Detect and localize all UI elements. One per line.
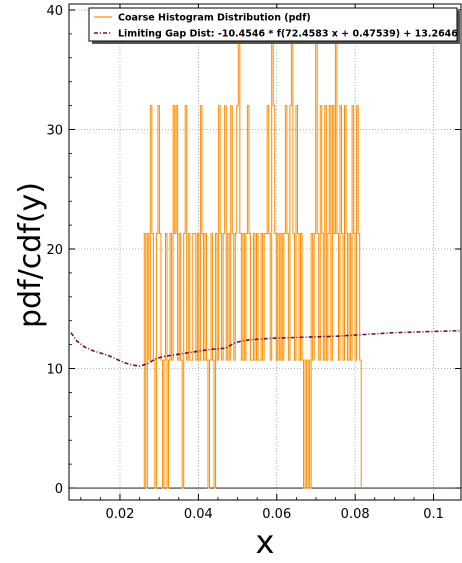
x-tick-label: 0.02: [105, 507, 134, 522]
legend: Coarse Histogram Distribution (pdf) Limi…: [88, 7, 460, 44]
y-axis-title: pdf/cdf(y): [13, 182, 48, 328]
x-tick-label: 0.06: [262, 507, 291, 522]
y-tick-label: 20: [46, 243, 63, 258]
legend-label-histogram: Coarse Histogram Distribution (pdf): [118, 13, 311, 24]
x-tick-label: 0.1: [423, 507, 444, 522]
legend-box: [88, 7, 458, 42]
plot-frame: [68, 3, 462, 501]
legend-label-limiting: Limiting Gap Dist: -10.4546 * f(72.4583 …: [118, 29, 458, 40]
histogram-series: [143, 9, 362, 489]
tick-labels: 0.02 0.04 0.06 0.08 0.1 0 10 20 30 40: [46, 4, 443, 522]
y-tick-label: 10: [46, 363, 63, 378]
x-tick-label: 0.08: [341, 507, 370, 522]
grid-lines: [69, 4, 461, 500]
series-layer: [69, 9, 461, 489]
tick-marks: [69, 4, 461, 500]
y-tick-label: 30: [46, 123, 63, 138]
x-tick-label: 0.04: [184, 507, 213, 522]
limiting-distribution-series: [70, 330, 461, 367]
y-tick-label: 40: [46, 4, 63, 19]
y-tick-label: 0: [55, 482, 63, 497]
x-axis-title: x: [256, 523, 275, 561]
